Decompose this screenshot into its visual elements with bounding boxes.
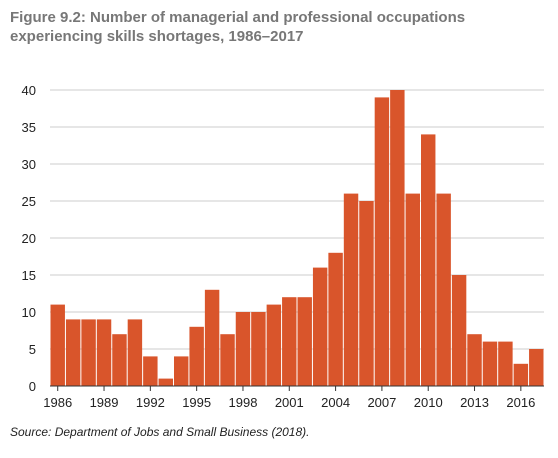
bar-1990 <box>112 334 127 386</box>
bar-1988 <box>81 319 96 386</box>
x-tick-label: 2001 <box>275 395 304 410</box>
bar-2001 <box>282 297 297 386</box>
x-tick-label: 1992 <box>136 395 165 410</box>
x-tick-label: 1986 <box>43 395 72 410</box>
bar-2017 <box>529 349 544 386</box>
bar-1992 <box>143 356 158 386</box>
bar-1993 <box>158 378 173 386</box>
x-tick-label: 1998 <box>229 395 258 410</box>
gridlines <box>50 89 544 350</box>
x-tick-label: 2016 <box>506 395 535 410</box>
y-tick-label: 5 <box>29 342 36 357</box>
x-tick-label: 2004 <box>321 395 350 410</box>
chart-title-line-1: Figure 9.2: Number of managerial and pro… <box>10 9 466 26</box>
bar-1986 <box>50 304 65 386</box>
y-tick-label: 10 <box>22 305 36 320</box>
bar-2008 <box>390 90 405 386</box>
bar-2003 <box>312 267 328 386</box>
bars <box>50 90 544 387</box>
bar-2010 <box>421 134 436 386</box>
bar-2000 <box>266 304 282 386</box>
x-tick-label: 2010 <box>414 395 443 410</box>
x-tick-label: 1989 <box>90 395 119 410</box>
y-tick-label: 25 <box>22 194 36 209</box>
y-tick-label: 15 <box>22 268 36 283</box>
bar-1996 <box>204 289 220 386</box>
x-axis-ticks: 1986 1989 1992 1995 1998 2001 2004 2007 2010 2013… <box>43 386 535 410</box>
bar-1998 <box>235 312 251 386</box>
bar-2009 <box>405 193 420 386</box>
bar-1987 <box>65 319 81 386</box>
bar-2006 <box>359 201 374 386</box>
bar-2012 <box>451 275 467 386</box>
x-tick-label: 1995 <box>182 395 211 410</box>
y-tick-label: 40 <box>22 83 36 98</box>
bar-2011 <box>436 193 451 386</box>
bar-1997 <box>220 334 235 386</box>
chart-title-line-2: experiencing skills shortages, 1986–2017 <box>10 28 304 45</box>
bar-2002 <box>297 297 312 386</box>
bar-2015 <box>498 341 513 386</box>
y-tick-label: 35 <box>22 120 36 135</box>
y-tick-label: 30 <box>22 157 36 172</box>
bar-2014 <box>482 341 498 386</box>
bar-2004 <box>328 252 343 386</box>
y-axis-ticks: 0 5 10 15 20 25 30 35 40 <box>22 83 36 394</box>
bar-1991 <box>127 319 143 386</box>
bar-2016 <box>513 363 529 386</box>
chart-title: Figure 9.2: Number of managerial and pro… <box>10 8 550 46</box>
bar-1989 <box>96 319 112 386</box>
bar-2013 <box>467 334 482 386</box>
x-tick-label: 2007 <box>367 395 396 410</box>
y-tick-label: 0 <box>29 379 36 394</box>
y-tick-label: 20 <box>22 231 36 246</box>
bar-1999 <box>251 312 266 386</box>
bar-1994 <box>174 356 189 386</box>
bar-1995 <box>189 326 204 386</box>
bar-2005 <box>343 193 359 386</box>
bar-2007 <box>374 97 390 387</box>
source-note: Source: Department of Jobs and Small Bus… <box>10 425 310 439</box>
x-tick-label: 2013 <box>460 395 489 410</box>
